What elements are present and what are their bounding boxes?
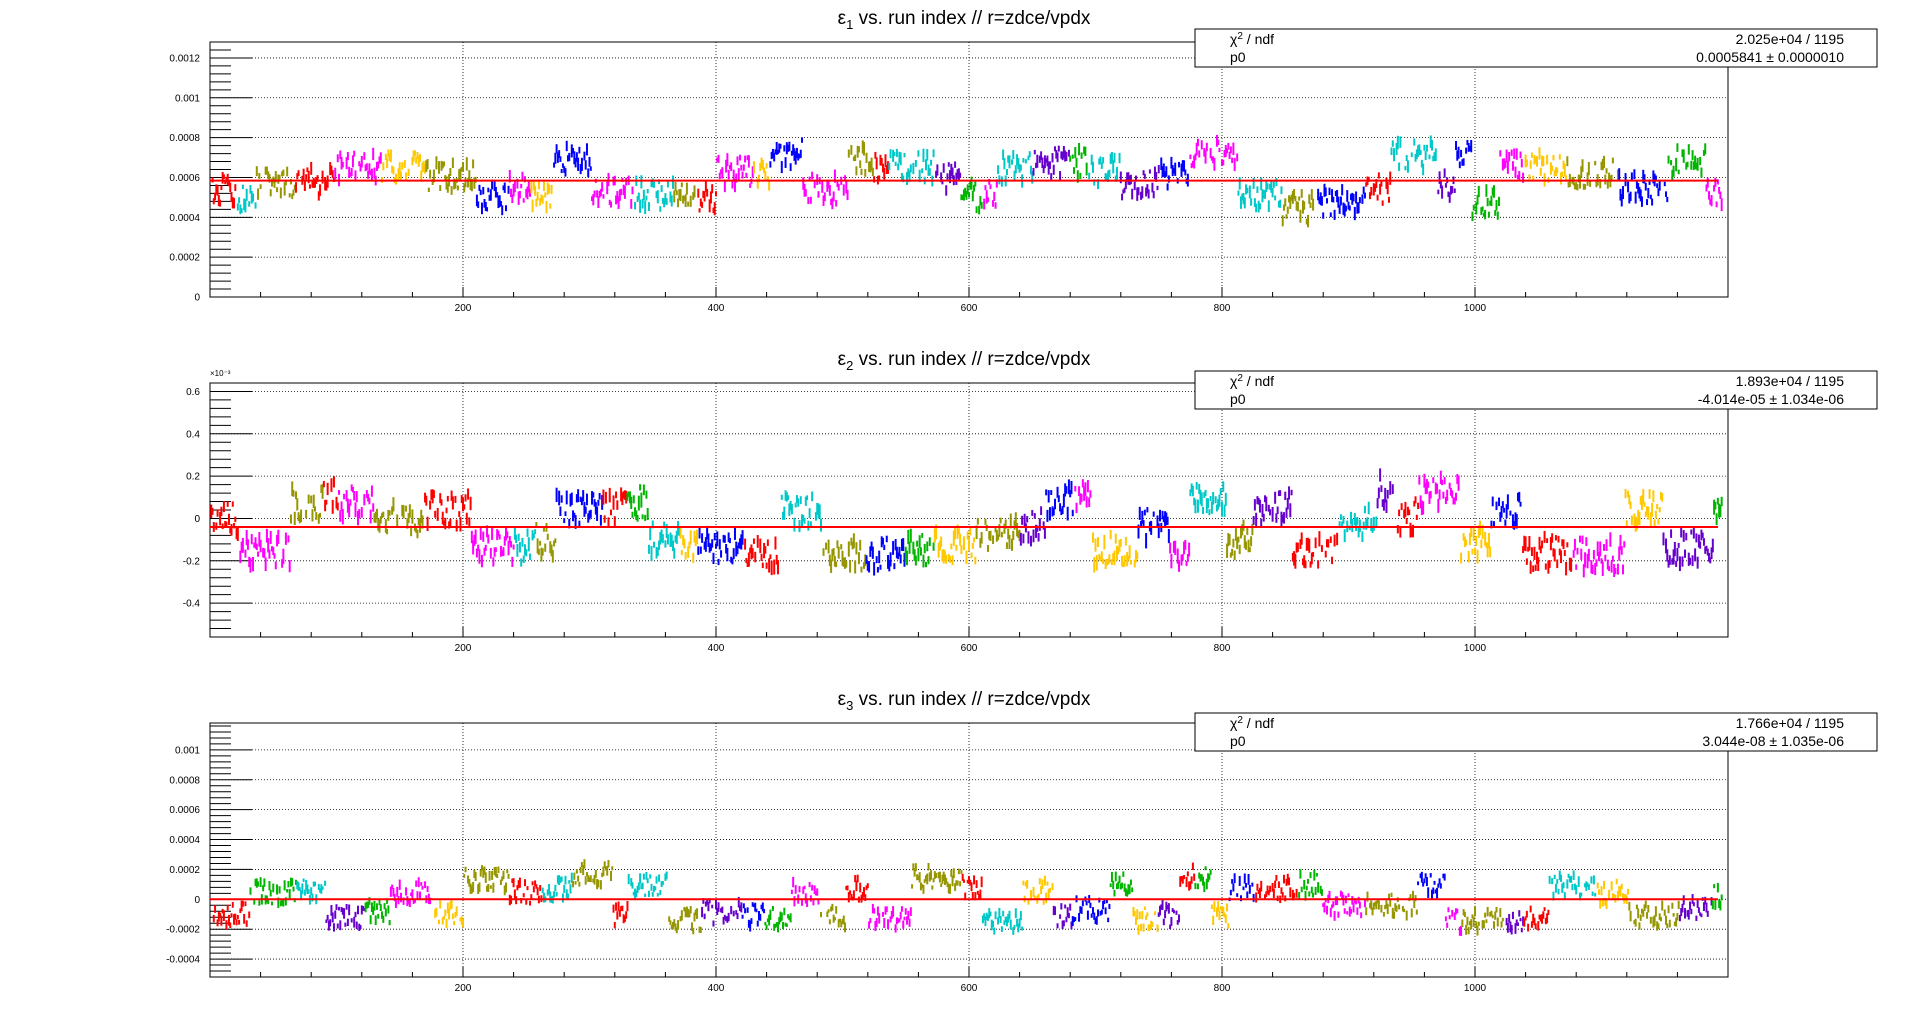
title-symbol: ε (838, 349, 847, 370)
data-points (210, 468, 1723, 578)
y-tick-label: 0.001 (175, 93, 200, 104)
stats-row1-value: 1.893e+04 / 1195 (1736, 373, 1845, 389)
y-tick-label: -0.0002 (166, 925, 200, 936)
x-tick-label: 800 (1214, 643, 1231, 654)
chi-symbol: χ (1230, 31, 1238, 47)
stats-box-frame (1194, 28, 1878, 68)
x-tick-label: 200 (455, 303, 472, 314)
panel-title: ε2 vs. run index // r=zdce/vpdx (838, 349, 1091, 373)
y-tick-label: 0.0004 (169, 835, 200, 846)
title-subscript: 2 (846, 358, 853, 373)
ndf-text: / ndf (1243, 373, 1274, 389)
x-tick-label: 600 (961, 643, 978, 654)
y-tick-label: 0.0008 (169, 133, 200, 144)
x-tick-label: 1000 (1464, 983, 1487, 994)
title-subscript: 3 (846, 698, 853, 713)
stats-box: χ2 / ndf 1.766e+04 / 1195 p0 3.044e-08 ± 1.… (1194, 712, 1878, 752)
x-tick-label: 400 (708, 983, 725, 994)
stats-row2-label: p0 (1230, 49, 1246, 65)
chi-symbol: χ (1230, 373, 1238, 389)
y-tick-label: 0.0012 (169, 53, 200, 64)
y-tick-label: 0 (194, 293, 200, 304)
y-tick-label: 0.2 (186, 472, 200, 483)
x-tick-label: 1000 (1464, 643, 1487, 654)
stats-box: χ2 / ndf 1.893e+04 / 1195 p0 -4.014e-05 ± 1… (1194, 370, 1878, 410)
title-text: vs. run index // r=zdce/vpdx (853, 8, 1091, 29)
x-tick-label: 200 (455, 983, 472, 994)
ndf-text: / ndf (1243, 31, 1274, 47)
panel-title: ε1 vs. run index // r=zdce/vpdx (838, 8, 1091, 32)
x-tick-label: 1000 (1464, 303, 1487, 314)
ndf-text: / ndf (1243, 715, 1274, 731)
chi-superscript: 2 (1237, 373, 1243, 384)
title-symbol: ε (838, 8, 847, 29)
y-tick-label: 0.6 (186, 387, 200, 398)
x-tick-label: 400 (708, 303, 725, 314)
stats-box: χ2 / ndf 2.025e+04 / 1195 p0 0.0005841 ± 0.… (1194, 28, 1878, 68)
stats-box-frame (1194, 712, 1878, 752)
chi-superscript: 2 (1237, 715, 1243, 726)
panel-2: 200 400 600 800 1000 -0.4 -0.2 0 0.2 0.4 0.6 ×10⁻³ ε… (183, 349, 1878, 654)
stats-row2-label: p0 (1230, 391, 1246, 407)
y-tick-label: 0 (194, 895, 200, 906)
title-text: vs. run index // r=zdce/vpdx (853, 689, 1091, 710)
y-tick-label: 0.0006 (169, 805, 200, 816)
x-tick-label: 200 (455, 643, 472, 654)
panel-1: 200 400 600 800 1000 0 0.0002 0.0004 0.0006 0.000… (169, 8, 1878, 314)
chi-symbol: χ (1230, 715, 1238, 731)
y-tick-label: -0.0004 (166, 955, 200, 966)
stats-row1-label: χ2 / ndf (1230, 373, 1274, 389)
y-tick-label: 0.0002 (169, 865, 200, 876)
chi-superscript: 2 (1237, 31, 1243, 42)
y-tick-label: -0.2 (183, 556, 201, 567)
stats-row1-value: 2.025e+04 / 1195 (1736, 31, 1845, 47)
grid (210, 42, 1728, 298)
stats-row2-value: 3.044e-08 ± 1.035e-06 (1702, 733, 1844, 749)
panel-title: ε3 vs. run index // r=zdce/vpdx (838, 689, 1091, 713)
stats-row1-value: 1.766e+04 / 1195 (1736, 715, 1845, 731)
data-points (212, 859, 1723, 936)
y-tick-label: 0.0004 (169, 213, 200, 224)
y-tick-label: 0.0008 (169, 775, 200, 786)
grid (210, 723, 1728, 977)
y-tick-label: 0.0002 (169, 253, 200, 264)
y-tick-label: 0 (194, 514, 200, 525)
panel-3: 200 400 600 800 1000 -0.0004 -0.0002 0 0.0002 0.0… (166, 689, 1878, 994)
title-symbol: ε (838, 689, 847, 710)
x-tick-label: 800 (1214, 303, 1231, 314)
x-tick-label: 400 (708, 643, 725, 654)
stats-row2-value: -4.014e-05 ± 1.034e-06 (1698, 391, 1844, 407)
stats-row1-label: χ2 / ndf (1230, 715, 1274, 731)
x-tick-label: 800 (1214, 983, 1231, 994)
stats-row2-label: p0 (1230, 733, 1246, 749)
title-text: vs. run index // r=zdce/vpdx (853, 349, 1091, 370)
stats-row1-label: χ2 / ndf (1230, 31, 1274, 47)
grid (210, 383, 1728, 637)
x-tick-label: 600 (961, 303, 978, 314)
stats-box-frame (1194, 370, 1878, 410)
title-subscript: 1 (846, 17, 853, 32)
y-tick-label: -0.4 (183, 599, 201, 610)
y-tick-label: 0.4 (186, 429, 200, 440)
y-tick-label: 0.001 (175, 745, 200, 756)
y-tick-label: 0.0006 (169, 173, 200, 184)
stats-row2-value: 0.0005841 ± 0.0000010 (1696, 49, 1844, 65)
x-tick-label: 600 (961, 983, 978, 994)
y-axis-exponent: ×10⁻³ (210, 369, 231, 378)
